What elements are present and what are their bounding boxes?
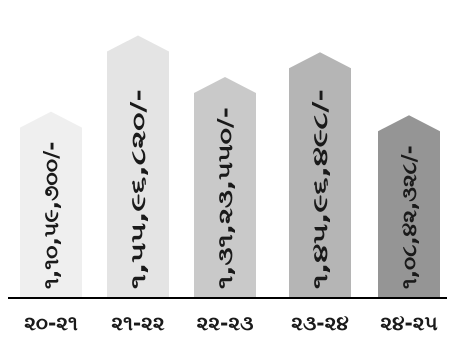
x-tick-labels: ૨૦-૨૧ ૨૧-૨૨ ૨૨-૨૩ ૨૩-૨૪ ૨૪-૨૫ [24,311,437,335]
bar-5 [378,115,440,297]
bar-value-label: ૧,૩૧,૨૩,૫૫૦/- [213,107,237,289]
bar-value-label: ૧,૫૫,૯૬,૮૨૦/- [126,89,150,289]
bars-group: ૧,૧૦,૫૯,૭૦૦/- ૧,૫૫,૯૬,૮૨૦/- ૧,૩૧,૨૩,૫૫૦/- ૧… [20,35,440,298]
bar-value-label: ૧,૧૦,૫૯,૭૦૦/- [39,142,63,289]
bar-2 [107,35,169,298]
x-tick-label: ૨૧-૨૨ [111,311,165,335]
bar-value-label: ૧,૦૮,૪૨,૩૨૮/- [397,145,421,289]
x-tick-label: ૨૪-૨૫ [380,311,437,335]
x-tick-label: ૨૩-૨૪ [291,311,349,335]
bar-value-label: ૧,૪૫,૯૬,૪૯૮/- [308,89,332,289]
bar-3 [194,76,256,297]
x-tick-label: ૨૨-૨૩ [197,311,254,335]
x-tick-label: ૨૦-૨૧ [24,311,78,335]
bar-1 [20,111,82,298]
bar-4 [289,52,351,297]
